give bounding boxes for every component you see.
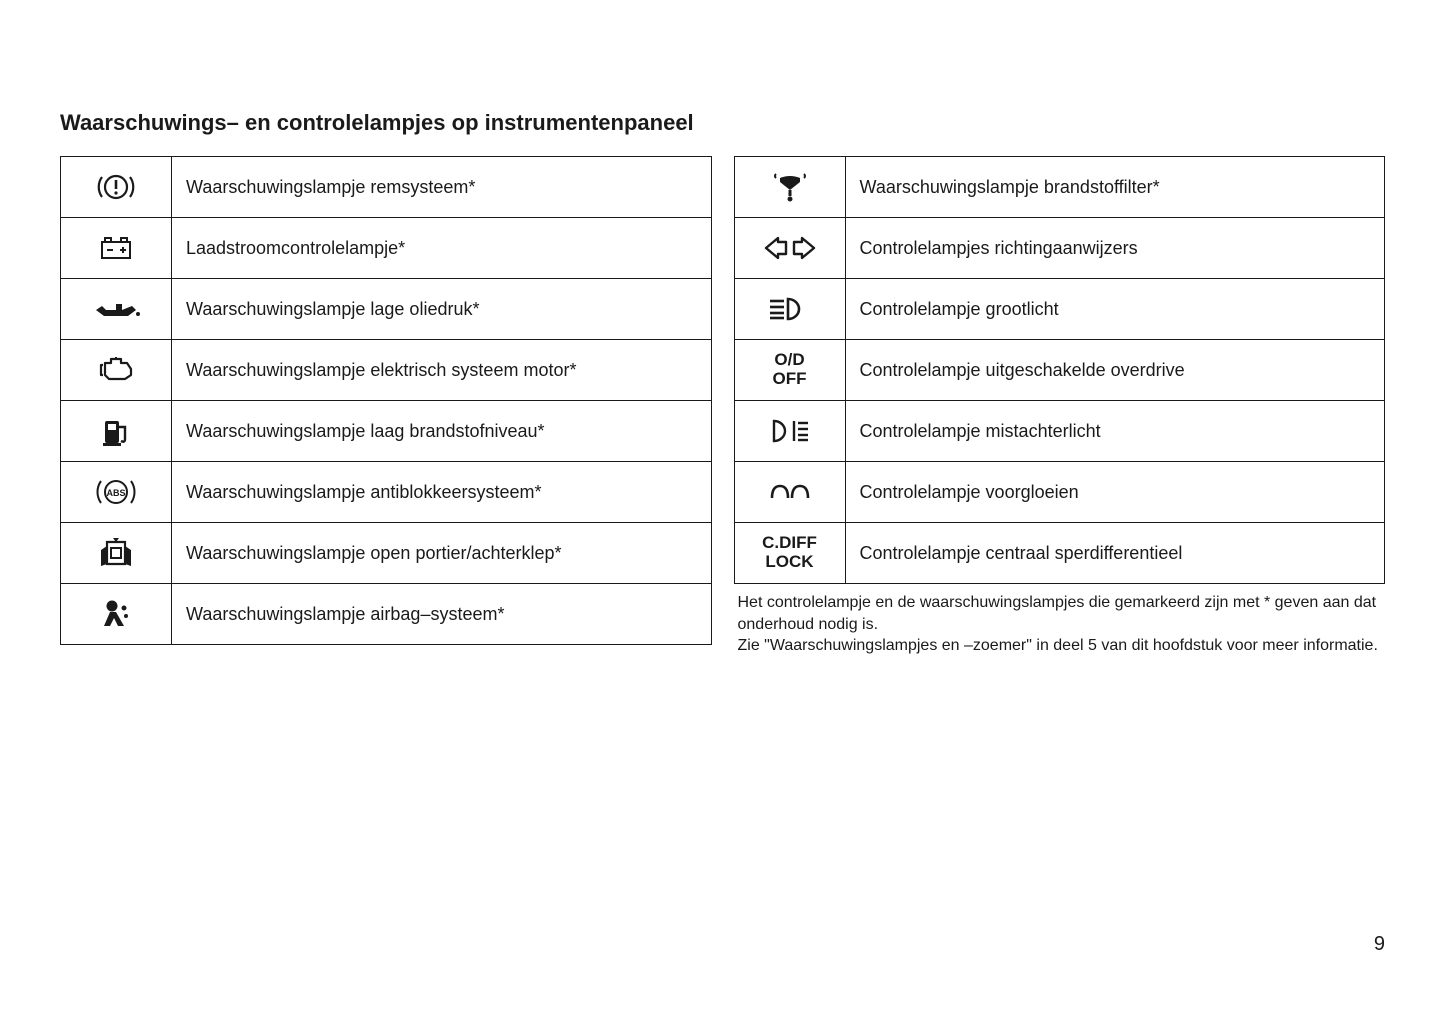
table-row: Waarschuwingslampje remsysteem* bbox=[61, 157, 712, 218]
row-label: Controlelampje centraal sperdifferentiee… bbox=[845, 523, 1385, 584]
right-column: Waarschuwingslampje brandstoffilter* Con… bbox=[734, 156, 1386, 657]
high-beam-icon bbox=[734, 279, 845, 340]
row-label: Controlelampje voorgloeien bbox=[845, 462, 1385, 523]
table-row: Controlelampje voorgloeien bbox=[734, 462, 1385, 523]
footnote-text: Het controlelampje en de waarschuwingsla… bbox=[734, 592, 1386, 657]
row-label: Controlelampje uitgeschakelde overdrive bbox=[845, 340, 1385, 401]
row-label: Waarschuwingslampje antiblokkeersysteem* bbox=[172, 462, 712, 523]
table-row: Waarschuwingslampje elektrisch systeem m… bbox=[61, 340, 712, 401]
table-row: Controlelampje grootlicht bbox=[734, 279, 1385, 340]
table-row: Waarschuwingslampje brandstoffilter* bbox=[734, 157, 1385, 218]
engine-icon bbox=[61, 340, 172, 401]
table-row: Controlelampjes richtingaanwijzers bbox=[734, 218, 1385, 279]
icon-text-label: C.DIFFLOCK bbox=[735, 534, 845, 571]
page-title: Waarschuwings– en controlelampjes op ins… bbox=[60, 110, 1385, 136]
fuel-filter-icon bbox=[734, 157, 845, 218]
left-column: Waarschuwingslampje remsysteem* Laadstro… bbox=[60, 156, 712, 645]
table-row: O/DOFFControlelampje uitgeschakelde over… bbox=[734, 340, 1385, 401]
od-off-icon: O/DOFF bbox=[734, 340, 845, 401]
glow-plug-icon bbox=[734, 462, 845, 523]
row-label: Waarschuwingslampje laag brandstofniveau… bbox=[172, 401, 712, 462]
icon-text-label: O/DOFF bbox=[735, 351, 845, 388]
brake-warning-icon bbox=[61, 157, 172, 218]
row-label: Waarschuwingslampje elektrisch systeem m… bbox=[172, 340, 712, 401]
table-row: Waarschuwingslampje airbag–systeem* bbox=[61, 584, 712, 645]
tables-layout: Waarschuwingslampje remsysteem* Laadstro… bbox=[60, 156, 1385, 657]
table-row: Waarschuwingslampje open portier/achterk… bbox=[61, 523, 712, 584]
airbag-icon bbox=[61, 584, 172, 645]
left-table: Waarschuwingslampje remsysteem* Laadstro… bbox=[60, 156, 712, 645]
page-number: 9 bbox=[1374, 933, 1385, 956]
rear-fog-icon bbox=[734, 401, 845, 462]
oil-can-icon bbox=[61, 279, 172, 340]
table-row: Waarschuwingslampje lage oliedruk* bbox=[61, 279, 712, 340]
door-ajar-icon bbox=[61, 523, 172, 584]
abs-icon: ABS bbox=[61, 462, 172, 523]
table-row: C.DIFFLOCKControlelampje centraal sperdi… bbox=[734, 523, 1385, 584]
table-row: ABS Waarschuwingslampje antiblokkeersyst… bbox=[61, 462, 712, 523]
battery-icon bbox=[61, 218, 172, 279]
row-label: Controlelampjes richtingaanwijzers bbox=[845, 218, 1385, 279]
row-label: Controlelampje mistachterlicht bbox=[845, 401, 1385, 462]
cdiff-lock-icon: C.DIFFLOCK bbox=[734, 523, 845, 584]
row-label: Waarschuwingslampje brandstoffilter* bbox=[845, 157, 1385, 218]
row-label: Waarschuwingslampje open portier/achterk… bbox=[172, 523, 712, 584]
row-label: Laadstroomcontrolelampje* bbox=[172, 218, 712, 279]
row-label: Waarschuwingslampje remsysteem* bbox=[172, 157, 712, 218]
table-row: Waarschuwingslampje laag brandstofniveau… bbox=[61, 401, 712, 462]
right-table: Waarschuwingslampje brandstoffilter* Con… bbox=[734, 156, 1386, 584]
turn-signals-icon bbox=[734, 218, 845, 279]
row-label: Controlelampje grootlicht bbox=[845, 279, 1385, 340]
fuel-pump-icon bbox=[61, 401, 172, 462]
row-label: Waarschuwingslampje lage oliedruk* bbox=[172, 279, 712, 340]
svg-text:ABS: ABS bbox=[106, 488, 125, 498]
row-label: Waarschuwingslampje airbag–systeem* bbox=[172, 584, 712, 645]
table-row: Controlelampje mistachterlicht bbox=[734, 401, 1385, 462]
table-row: Laadstroomcontrolelampje* bbox=[61, 218, 712, 279]
